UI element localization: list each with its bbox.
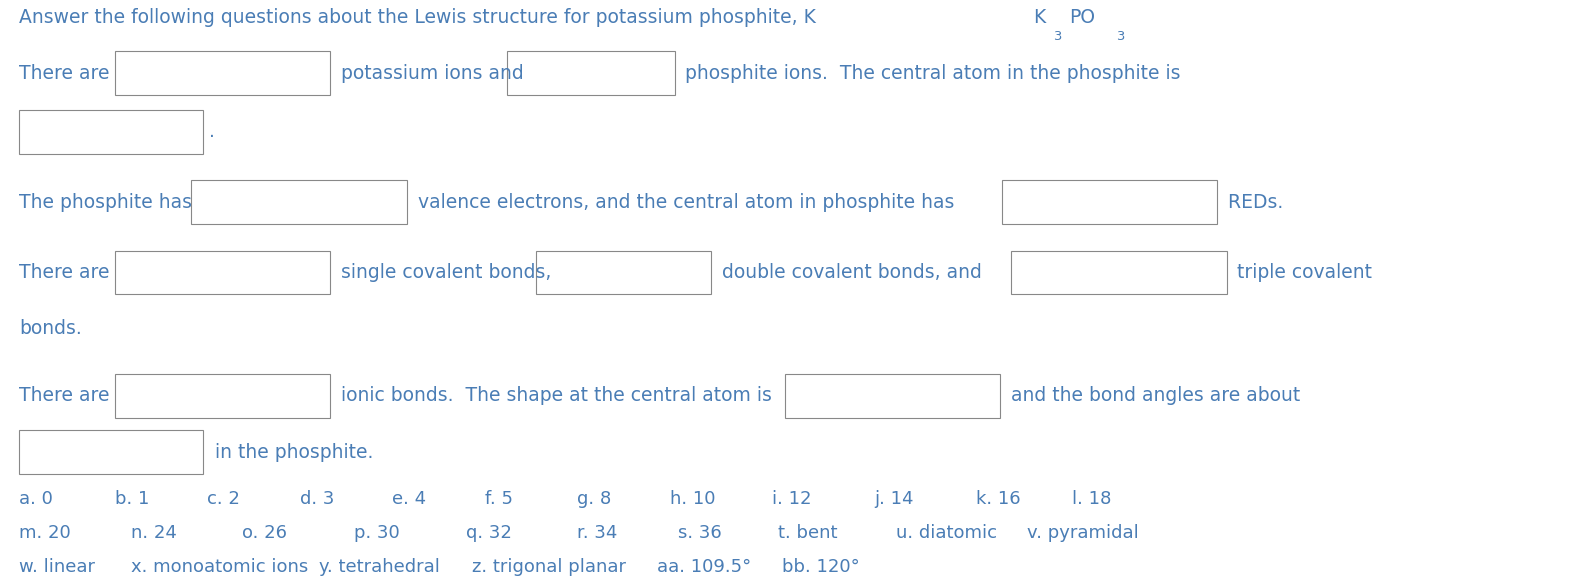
Text: p. 30: p. 30 (354, 524, 400, 542)
Text: r. 34: r. 34 (577, 524, 617, 542)
Bar (19, 110, 203, 154)
Text: n. 24: n. 24 (131, 524, 177, 542)
Bar (536, 251, 711, 294)
Bar (115, 374, 330, 417)
Text: There are: There are (19, 386, 116, 405)
Text: d. 3: d. 3 (300, 490, 335, 508)
Text: b. 1: b. 1 (115, 490, 150, 508)
Text: .: . (209, 122, 215, 141)
Text: o. 26: o. 26 (242, 524, 287, 542)
Text: potassium ions and: potassium ions and (335, 64, 530, 83)
Text: x. monoatomic ions: x. monoatomic ions (131, 558, 308, 576)
Text: 3: 3 (1116, 30, 1124, 43)
Text: PO: PO (1069, 8, 1094, 28)
Text: ionic bonds.  The shape at the central atom is: ionic bonds. The shape at the central at… (335, 386, 778, 405)
Text: j. 14: j. 14 (874, 490, 914, 508)
Text: triple covalent: triple covalent (1231, 263, 1372, 282)
Text: There are: There are (19, 64, 116, 83)
Text: phosphite ions.  The central atom in the phosphite is: phosphite ions. The central atom in the … (679, 64, 1180, 83)
Text: f. 5: f. 5 (485, 490, 514, 508)
Text: z. trigonal planar: z. trigonal planar (472, 558, 627, 576)
Text: w. linear: w. linear (19, 558, 96, 576)
Text: g. 8: g. 8 (577, 490, 611, 508)
Text: The phosphite has: The phosphite has (19, 193, 198, 212)
Bar (785, 374, 1000, 417)
Text: in the phosphite.: in the phosphite. (209, 443, 373, 462)
Text: REDs.: REDs. (1222, 193, 1282, 212)
Text: k. 16: k. 16 (976, 490, 1021, 508)
Text: e. 4: e. 4 (392, 490, 426, 508)
Text: v. pyramidal: v. pyramidal (1027, 524, 1139, 542)
Text: i. 12: i. 12 (772, 490, 812, 508)
Bar (19, 430, 203, 475)
Bar (115, 251, 330, 294)
Text: m. 20: m. 20 (19, 524, 70, 542)
Text: a. 0: a. 0 (19, 490, 53, 508)
Bar (115, 51, 330, 95)
Text: and the bond angles are about: and the bond angles are about (1005, 386, 1300, 405)
Text: Answer the following questions about the Lewis structure for potassium phosphite: Answer the following questions about the… (19, 8, 817, 28)
Text: q. 32: q. 32 (466, 524, 512, 542)
Text: K: K (1034, 8, 1046, 28)
Text: valence electrons, and the central atom in phosphite has: valence electrons, and the central atom … (412, 193, 960, 212)
Text: bb. 120°: bb. 120° (782, 558, 860, 576)
Text: s. 36: s. 36 (678, 524, 721, 542)
Text: bonds.: bonds. (19, 319, 81, 338)
Text: 3: 3 (1053, 30, 1061, 43)
Text: double covalent bonds, and: double covalent bonds, and (716, 263, 987, 282)
Bar (191, 180, 407, 224)
Bar (1011, 251, 1227, 294)
Text: l. 18: l. 18 (1072, 490, 1112, 508)
Bar (1002, 180, 1217, 224)
Text: y. tetrahedral: y. tetrahedral (319, 558, 440, 576)
Text: aa. 109.5°: aa. 109.5° (657, 558, 751, 576)
Text: c. 2: c. 2 (207, 490, 241, 508)
Text: single covalent bonds,: single covalent bonds, (335, 263, 557, 282)
Text: u. diatomic: u. diatomic (896, 524, 997, 542)
Text: h. 10: h. 10 (670, 490, 716, 508)
Bar (507, 51, 675, 95)
Text: t. bent: t. bent (778, 524, 837, 542)
Text: There are: There are (19, 263, 116, 282)
